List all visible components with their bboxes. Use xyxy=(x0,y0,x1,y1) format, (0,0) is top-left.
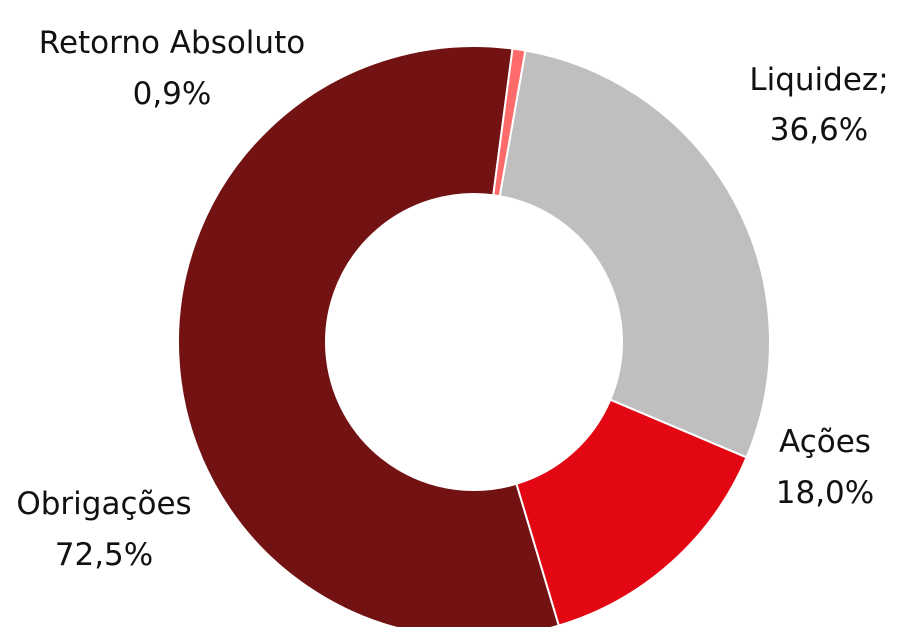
label-retorno-absoluto: Retorno Absoluto 0,9% xyxy=(39,25,305,112)
label-obrigacoes-value: 72,5% xyxy=(55,537,153,573)
label-retorno-absoluto-value: 0,9% xyxy=(133,76,212,112)
label-liquidez-value: 36,6% xyxy=(770,112,868,148)
label-liquidez: Liquidez; 36,6% xyxy=(749,62,888,148)
label-obrigacoes: Obrigações 72,5% xyxy=(16,486,191,573)
label-obrigacoes-name: Obrigações xyxy=(16,486,191,522)
label-acoes-name: Ações xyxy=(779,424,871,460)
slice-liquidez xyxy=(498,49,771,459)
donut-slices xyxy=(177,45,771,627)
slice-acoes xyxy=(515,398,748,627)
label-acoes: Ações 18,0% xyxy=(776,424,874,511)
label-retorno-absoluto-name: Retorno Absoluto xyxy=(39,25,305,61)
label-liquidez-name: Liquidez; xyxy=(749,62,888,98)
slice-retorno-absoluto xyxy=(492,47,527,198)
label-acoes-value: 18,0% xyxy=(776,475,874,511)
slice-obrigacoes xyxy=(177,45,561,627)
